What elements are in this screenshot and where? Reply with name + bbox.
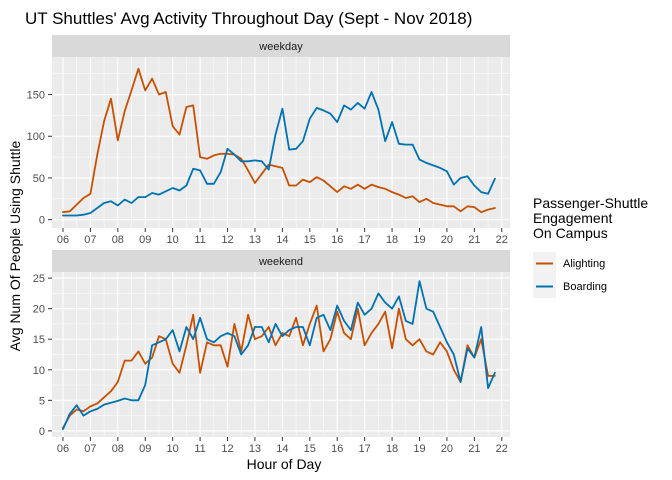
y-tick-label: 15 xyxy=(33,334,45,346)
x-tick-label: 20 xyxy=(441,443,453,455)
legend-label-alighting: Alighting xyxy=(563,258,605,270)
x-tick-label: 08 xyxy=(112,443,124,455)
y-axis-title: Avg Num Of People Using Shuttle xyxy=(7,140,23,351)
x-tick-label: 15 xyxy=(304,234,316,246)
x-tick-label: 07 xyxy=(84,443,96,455)
series-line-boarding xyxy=(62,280,496,431)
x-tick-label: 15 xyxy=(304,443,316,455)
panel-strip xyxy=(52,250,510,272)
panel-weekday: weekday 0 50 100 150 06 07 08 09 10 11 12 13 14 15 16 17… xyxy=(27,35,510,246)
y-tick-label: 10 xyxy=(33,365,45,377)
x-tick-label: 09 xyxy=(139,234,151,246)
x-tick-label: 16 xyxy=(331,443,343,455)
x-tick-label: 06 xyxy=(57,443,69,455)
x-tick-label: 19 xyxy=(413,443,425,455)
series-line-alighting xyxy=(62,67,496,214)
y-tick-label: 5 xyxy=(39,395,45,407)
x-tick-label: 11 xyxy=(194,443,205,455)
x-tick-label: 21 xyxy=(468,443,480,455)
x-tick-label: 19 xyxy=(413,234,425,246)
series-line-boarding xyxy=(62,91,496,217)
y-tick-label: 0 xyxy=(39,426,45,438)
panel-strip xyxy=(52,35,510,57)
legend-title-line: Passenger-Shuttle xyxy=(533,195,648,211)
x-axis-title: Hour of Day xyxy=(247,456,322,472)
chart-title: UT Shuttles' Avg Activity Throughout Day… xyxy=(25,9,472,28)
x-tick-label: 22 xyxy=(496,234,508,246)
y-tick-label: 20 xyxy=(33,304,45,316)
x-tick-label: 12 xyxy=(221,234,233,246)
x-tick-label: 20 xyxy=(441,234,453,246)
x-tick-label: 21 xyxy=(468,234,480,246)
x-tick-label: 16 xyxy=(331,234,343,246)
x-tick-label: 18 xyxy=(386,234,398,246)
x-tick-label: 11 xyxy=(194,234,205,246)
y-tick-label: 25 xyxy=(33,273,45,285)
x-tick-label: 06 xyxy=(57,234,69,246)
x-tick-label: 17 xyxy=(359,443,371,455)
x-tick-label: 14 xyxy=(276,234,288,246)
x-tick-label: 22 xyxy=(496,443,508,455)
x-tick-label: 12 xyxy=(221,443,233,455)
y-tick-label: 100 xyxy=(27,131,45,143)
y-tick-label: 150 xyxy=(27,90,45,102)
x-tick-label: 10 xyxy=(167,443,179,455)
legend-label-boarding: Boarding xyxy=(563,281,607,293)
x-tick-label: 17 xyxy=(359,234,371,246)
x-tick-label: 13 xyxy=(249,234,261,246)
panel-strip-label: weekday xyxy=(258,41,303,53)
series-line-alighting xyxy=(62,304,496,429)
x-tick-label: 18 xyxy=(386,443,398,455)
legend-title-line: On Campus xyxy=(533,225,608,241)
legend-title-line: Engagement xyxy=(533,210,613,226)
panel-background xyxy=(52,57,510,228)
x-tick-label: 13 xyxy=(249,443,261,455)
y-tick-label: 50 xyxy=(33,173,45,185)
x-tick-label: 14 xyxy=(276,443,288,455)
x-tick-label: 08 xyxy=(112,234,124,246)
y-tick-label: 0 xyxy=(39,215,45,227)
x-tick-label: 10 xyxy=(167,234,179,246)
panel-strip-label: weekend xyxy=(258,256,303,268)
x-tick-label: 09 xyxy=(139,443,151,455)
x-tick-label: 07 xyxy=(84,234,96,246)
panel-weekend: weekend 0 5 10 15 20 25 06 07 08 09 10 11 12 13 14 15 16 1… xyxy=(33,250,510,455)
